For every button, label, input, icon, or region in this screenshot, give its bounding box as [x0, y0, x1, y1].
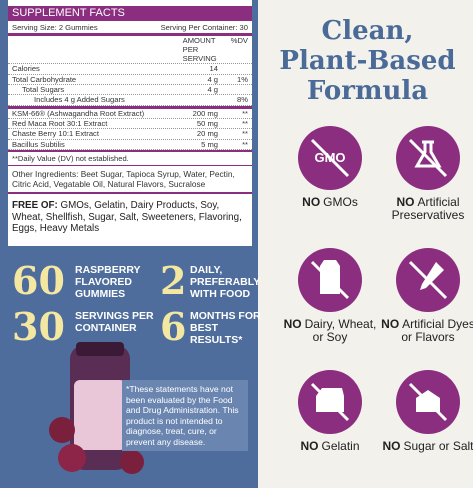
- feature-label: NO Gelatin: [280, 440, 380, 453]
- feature-label: NO Artificial Dyes or Flavors: [378, 318, 473, 344]
- stat-text: SERVINGS PER CONTAINER: [75, 310, 154, 334]
- feature-bold: NO: [302, 195, 321, 209]
- facts-row: Total Sugars 4 g: [8, 85, 252, 96]
- feature-label: NO Sugar or Salt: [378, 440, 473, 453]
- feature-text: Sugar or Salt: [403, 439, 473, 453]
- facts-dv: **: [242, 129, 248, 139]
- feature-label: NO Dairy, Wheat, or Soy: [280, 318, 380, 344]
- other-ingredients: Other Ingredients: Beet Sugar, Tapioca S…: [8, 166, 252, 195]
- facts-dv: **: [242, 108, 248, 118]
- facts-name: Red Maca Root 30:1 Extract: [12, 118, 108, 128]
- facts-row: Chaste Berry 10:1 Extract 20 mg **: [8, 129, 252, 140]
- icon-circle: [396, 370, 460, 434]
- feature-text: GMOs: [323, 195, 358, 209]
- facts-amount: 14: [209, 64, 218, 74]
- icon-circle: [396, 248, 460, 312]
- facts-row: Total Carbohydrate 4 g 1%: [8, 74, 252, 86]
- stat-number: 30: [12, 304, 65, 349]
- facts-dv: **: [242, 118, 248, 128]
- facts-amount: [168, 95, 218, 104]
- stat-number: 2: [160, 258, 187, 303]
- feature-label: NO Artificial Preservatives: [378, 196, 473, 222]
- facts-name: Calories: [12, 64, 40, 74]
- facts-name: KSM-66® (Ashwagandha Root Extract): [12, 108, 145, 118]
- facts-amount: 4 g: [207, 74, 218, 84]
- free-of-text: GMOs, Gelatin, Dairy Products, Soy, Whea…: [12, 200, 242, 235]
- facts-row: Includes 4 g Added Sugars 8%: [8, 95, 252, 106]
- feature-bold: NO: [382, 439, 401, 453]
- feature-bold: NO: [396, 195, 415, 209]
- icon: [408, 260, 448, 300]
- berry: [120, 450, 144, 474]
- free-of-label: FREE OF:: [12, 200, 58, 212]
- facts-amount: 20 mg: [196, 129, 218, 139]
- supplement-facts: SUPPLEMENT FACTS Serving Size: 2 Gummies…: [8, 0, 252, 246]
- facts-name: Includes 4 g Added Sugars: [34, 95, 125, 105]
- bottle-cap: [76, 342, 124, 356]
- facts-dv: [218, 64, 248, 73]
- title-line: Clean,: [321, 16, 414, 46]
- right-title: Clean, Plant-Based Formula: [262, 16, 473, 106]
- dv-header: %DV: [230, 35, 248, 45]
- servings-per-container: Serving Per Container: 30: [160, 23, 248, 33]
- feature-text: Artificial Preservatives: [391, 195, 465, 222]
- facts-row: Calories 14: [8, 64, 252, 75]
- footnote: **Daily Value (DV) not established.: [8, 152, 252, 167]
- icon: [310, 382, 350, 422]
- stat-text: MONTHS FOR BEST RESULTS*: [190, 310, 261, 346]
- serving-size: Serving Size: 2 Gummies: [12, 23, 98, 33]
- icon-circle: [396, 126, 460, 190]
- facts-name: Bacillus Subtilis: [12, 139, 65, 149]
- stat-text: RASPBERRY FLAVORED GUMMIES: [75, 264, 141, 300]
- feature-label: NO GMOs: [280, 196, 380, 209]
- facts-rows: Calories 14 Total Carbohydrate 4 g 1% Total S…: [8, 64, 252, 109]
- facts-name: Total Sugars: [22, 85, 65, 95]
- feature-text: Dairy, Wheat, or Soy: [304, 317, 377, 344]
- icon: [310, 138, 350, 178]
- icon-circle: GMO: [298, 126, 362, 190]
- facts-amount: 4 g: [207, 85, 218, 95]
- berry: [49, 417, 75, 443]
- disclaimer: *These statements have not been evaluate…: [122, 380, 248, 451]
- icon-text: GMO: [314, 150, 346, 165]
- title-line: Formula: [306, 76, 429, 106]
- icon: [408, 138, 448, 178]
- facts-rows: KSM-66® (Ashwagandha Root Extract) 200 mg…: [8, 109, 252, 152]
- facts-row: Red Maca Root 30:1 Extract 50 mg **: [8, 118, 252, 130]
- icon: [408, 382, 448, 422]
- facts-amount: 50 mg: [196, 118, 218, 128]
- facts-name: Chaste Berry 10:1 Extract: [12, 129, 99, 139]
- facts-amount: 5 mg: [201, 139, 218, 149]
- stat-number: 60: [12, 258, 65, 303]
- facts-name: Total Carbohydrate: [12, 74, 77, 84]
- facts-row: Bacillus Subtilis 5 mg **: [8, 140, 252, 150]
- facts-amount: 200 mg: [192, 108, 218, 118]
- stat-text: DAILY, PREFERABLY WITH FOOD: [190, 264, 261, 300]
- bottle-label: [74, 380, 126, 450]
- feature-text: Gelatin: [321, 439, 360, 453]
- feature-bold: NO: [300, 439, 319, 453]
- feature-bold: NO: [283, 317, 302, 331]
- berry: [58, 444, 86, 472]
- facts-dv: [218, 85, 248, 94]
- amount-header: AMOUNT PER SERVING: [182, 35, 217, 64]
- facts-title: SUPPLEMENT FACTS: [8, 6, 252, 22]
- icon: [310, 260, 350, 300]
- facts-dv: 8%: [237, 95, 248, 105]
- stat-number: 6: [160, 304, 187, 349]
- facts-row: KSM-66® (Ashwagandha Root Extract) 200 mg…: [8, 109, 252, 119]
- feature-text: Artificial Dyes or Flavors: [401, 317, 473, 344]
- icon-circle: [298, 370, 362, 434]
- facts-dv: **: [242, 139, 248, 149]
- feature-bold: NO: [381, 317, 400, 331]
- product-image: [49, 342, 144, 474]
- icon-circle: [298, 248, 362, 312]
- facts-dv: 1%: [237, 74, 248, 84]
- title-line: Plant-Based: [279, 46, 456, 76]
